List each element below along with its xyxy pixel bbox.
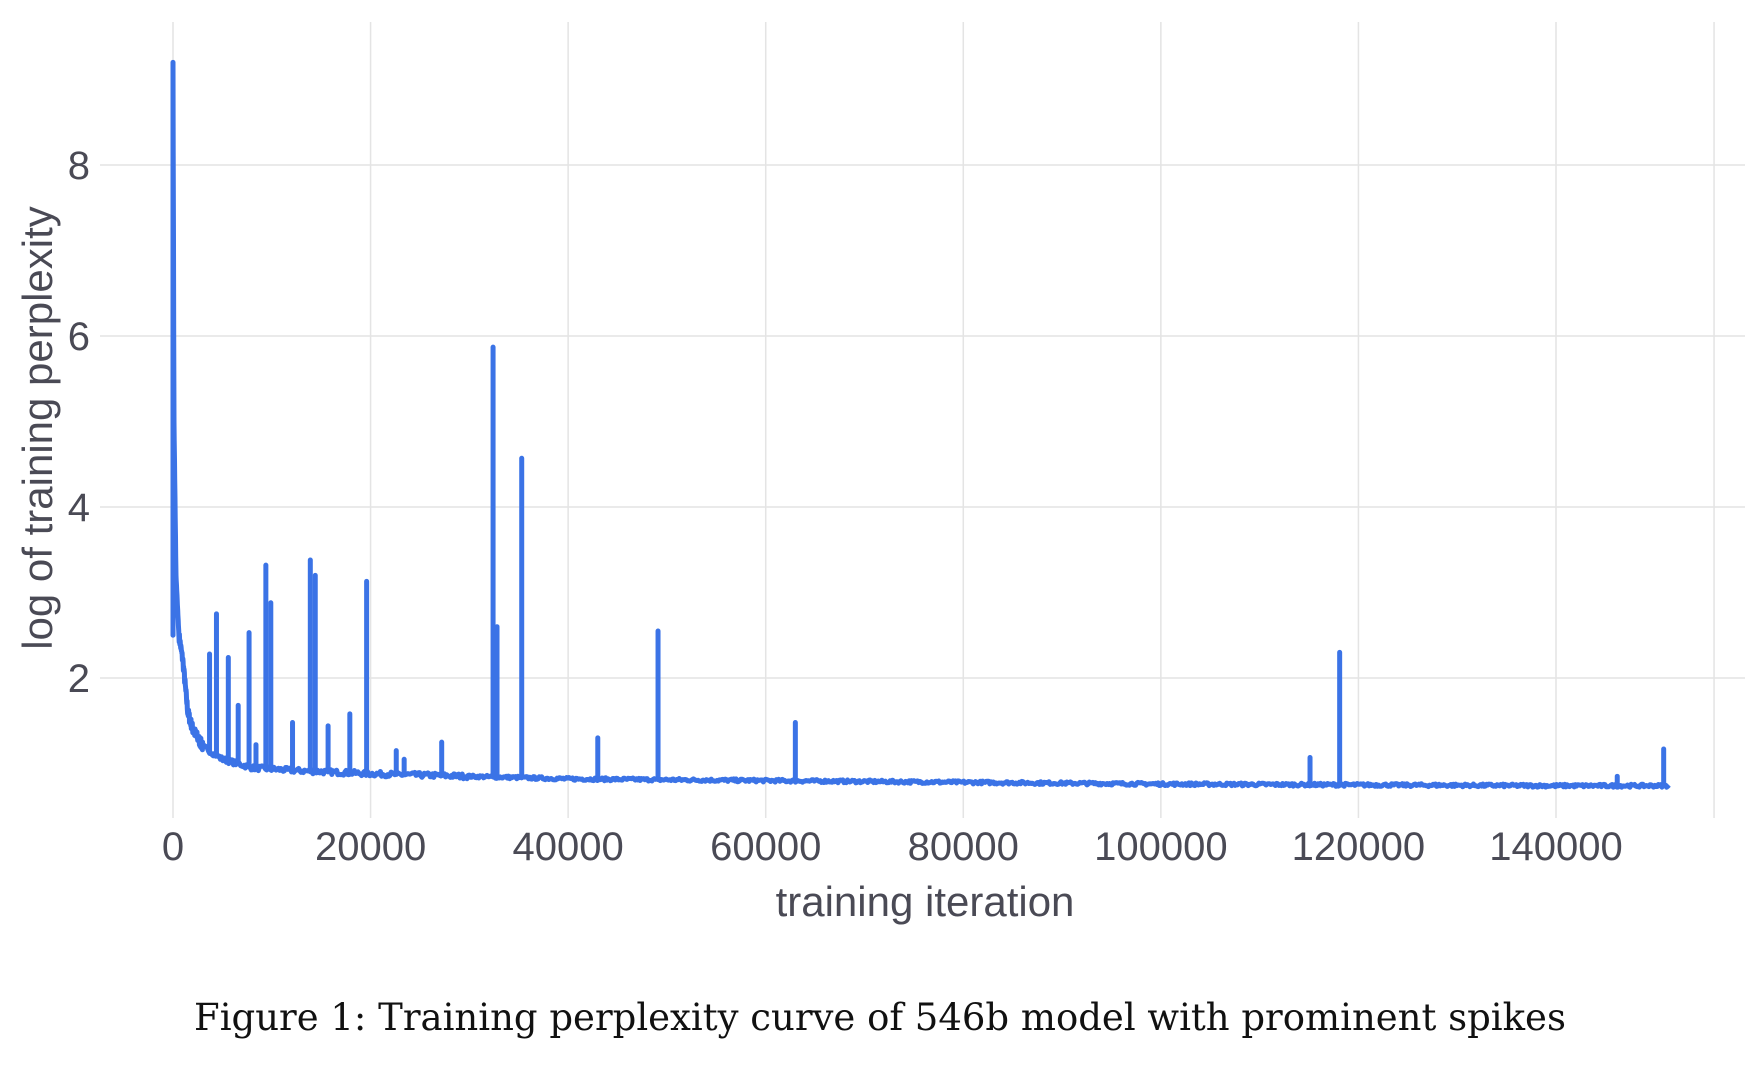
x-axis-label: training iteration bbox=[776, 878, 1075, 925]
y-axis-label: log of training perplexity bbox=[14, 206, 61, 650]
x-tick-label: 140000 bbox=[1489, 825, 1622, 869]
x-tick-label: 120000 bbox=[1292, 825, 1425, 869]
grid bbox=[100, 22, 1745, 818]
x-tick-label: 80000 bbox=[908, 825, 1019, 869]
y-tick-label: 2 bbox=[68, 657, 90, 701]
x-tick-label: 40000 bbox=[513, 825, 624, 869]
tick-labels: 0 20000 40000 60000 80000 100000 120000 140000 2… bbox=[68, 144, 1623, 869]
y-tick-label: 6 bbox=[68, 315, 90, 359]
series-layer bbox=[170, 59, 1671, 790]
x-tick-label: 20000 bbox=[315, 825, 426, 869]
y-tick-label: 8 bbox=[68, 144, 90, 188]
perplexity-chart: 0 20000 40000 60000 80000 100000 120000 140000 2… bbox=[14, 22, 1745, 925]
x-tick-label: 60000 bbox=[710, 825, 821, 869]
x-tick-label: 100000 bbox=[1094, 825, 1227, 869]
figure-caption: Figure 1: Training perplexity curve of 5… bbox=[194, 996, 1566, 1039]
x-tick-label: 0 bbox=[162, 825, 184, 869]
y-tick-label: 4 bbox=[68, 486, 90, 530]
